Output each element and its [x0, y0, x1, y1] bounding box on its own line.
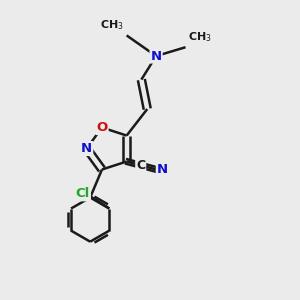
Text: C: C [136, 159, 145, 172]
Text: N: N [81, 142, 92, 155]
Text: CH$_3$: CH$_3$ [100, 19, 124, 32]
Text: N: N [157, 164, 168, 176]
Text: CH$_3$: CH$_3$ [188, 31, 212, 44]
Text: Cl: Cl [76, 187, 90, 200]
Text: O: O [96, 121, 108, 134]
Text: N: N [151, 50, 162, 62]
